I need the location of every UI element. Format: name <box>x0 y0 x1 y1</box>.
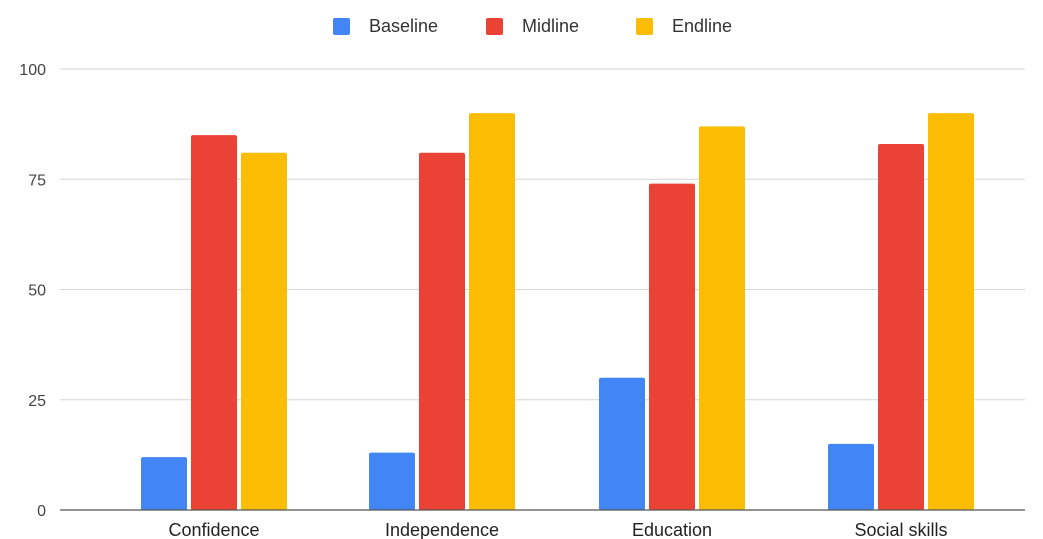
legend-label: Midline <box>522 16 579 36</box>
legend: Baseline Midline Endline <box>333 16 732 36</box>
legend-item-endline: Endline <box>636 16 732 36</box>
y-tick-label: 100 <box>19 62 46 79</box>
y-tick-label: 75 <box>28 172 46 189</box>
x-tick-label: Social skills <box>854 520 947 539</box>
x-tick-label: Confidence <box>168 520 259 539</box>
bar-endline-education <box>699 126 745 510</box>
legend-item-baseline: Baseline <box>333 16 438 36</box>
y-tick-label: 50 <box>28 283 46 300</box>
bar-endline-independence <box>469 113 515 510</box>
bar-baseline-confidence <box>141 457 187 510</box>
y-tick-label: 25 <box>28 393 46 410</box>
bar-endline-social-skills <box>928 113 974 510</box>
bar-baseline-independence <box>369 452 415 510</box>
legend-swatch <box>333 18 350 35</box>
bar-baseline-social-skills <box>828 443 874 510</box>
legend-label: Endline <box>672 16 732 36</box>
y-tick-label: 0 <box>37 503 46 520</box>
bars <box>141 113 974 511</box>
x-axis-tick-labels: Confidence Independence Education Social sk… <box>168 520 947 539</box>
bar-midline-confidence <box>191 135 237 510</box>
legend-label: Baseline <box>369 16 438 36</box>
legend-swatch <box>636 18 653 35</box>
bar-endline-confidence <box>241 152 287 511</box>
y-axis-tick-labels: 0 25 50 75 100 <box>19 62 46 520</box>
bar-baseline-education <box>599 377 645 510</box>
legend-item-midline: Midline <box>486 16 579 36</box>
x-tick-label: Education <box>632 520 712 539</box>
legend-swatch <box>486 18 503 35</box>
bar-midline-social-skills <box>878 143 924 510</box>
bar-midline-education <box>649 183 695 510</box>
bar-midline-independence <box>419 152 465 511</box>
x-tick-label: Independence <box>385 520 499 539</box>
